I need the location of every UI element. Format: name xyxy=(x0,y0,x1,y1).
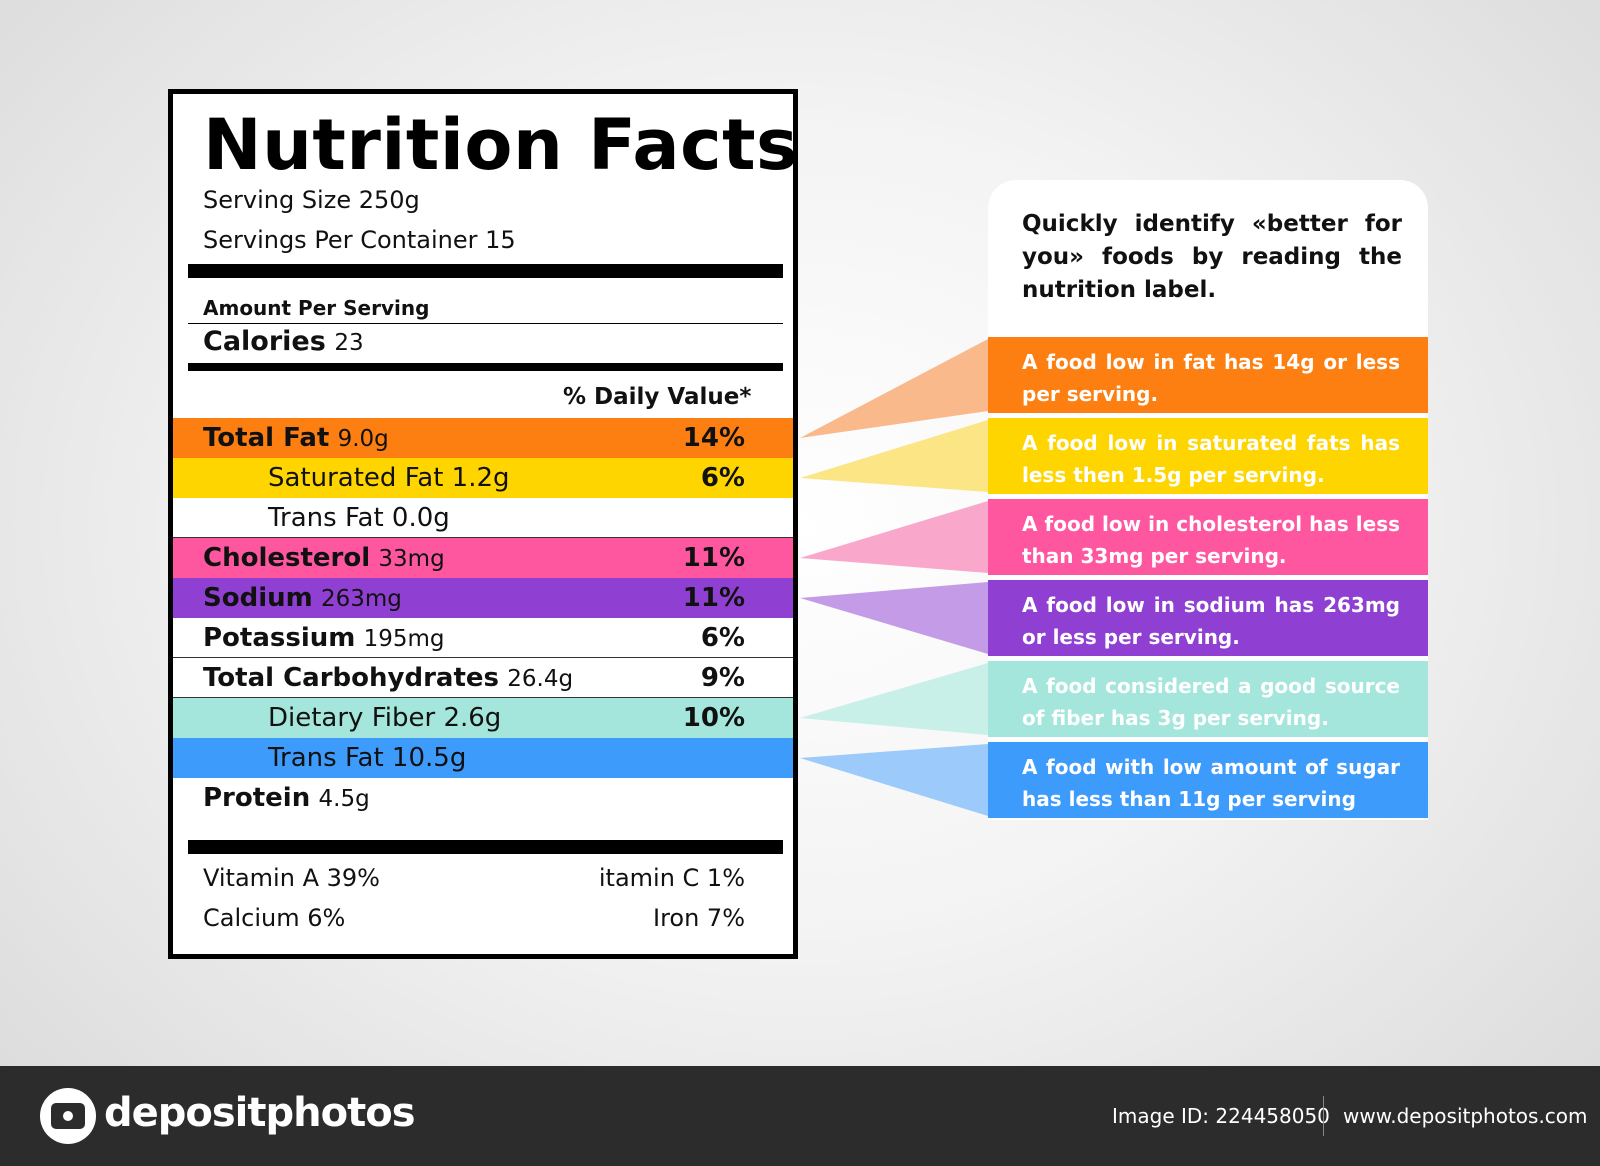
nutrient-daily-value: 9% xyxy=(700,663,745,693)
nutrient-daily-value: 6% xyxy=(700,623,745,653)
connector-wedge xyxy=(800,420,988,492)
nutrient-amount: 4.5g xyxy=(318,786,370,812)
callout-box: A food considered a good source of fiber… xyxy=(988,661,1428,737)
footer-divider xyxy=(1323,1096,1324,1136)
amount-per-serving: Amount Per Serving xyxy=(203,296,430,320)
calcium: Calcium 6% xyxy=(203,904,346,932)
nutrient-daily-value: 6% xyxy=(700,463,745,493)
footer-image-id: Image ID: 224458050 xyxy=(1112,1104,1330,1128)
nutrient-name: Trans Fat 0.0g xyxy=(268,503,450,533)
nutrient-row: Potassium 195mg 6% xyxy=(173,618,793,658)
connector-wedge xyxy=(800,501,988,573)
connector-wedge xyxy=(800,663,988,735)
callout-box: A food with low amount of sugar has less… xyxy=(988,742,1428,818)
calories-line: Calories 23 xyxy=(203,326,364,357)
nutrition-label: Nutrition Facts Serving Size 250g Servin… xyxy=(168,89,798,959)
daily-value-header: % Daily Value* xyxy=(563,384,752,410)
nutrient-row: Trans Fat 10.5g xyxy=(173,738,793,778)
connector-wedge xyxy=(800,744,988,816)
footer-logo: depositphotos xyxy=(104,1090,416,1136)
callout-box: A food low in sodium has 263mg or less p… xyxy=(988,580,1428,656)
nutrient-name: Trans Fat 10.5g xyxy=(268,743,467,773)
connector-wedge xyxy=(800,339,988,438)
nutrient-row: Trans Fat 0.0g xyxy=(173,498,793,538)
nutrient-amount: 195mg xyxy=(363,626,445,652)
nutrient-row: Total Carbohydrates 26.4g 9% xyxy=(173,658,793,698)
nutrient-amount: 33mg xyxy=(378,546,445,572)
nutrient-amount: 26.4g xyxy=(507,666,574,692)
connector-wedge xyxy=(800,582,988,654)
nutrient-daily-value: 10% xyxy=(682,703,745,733)
calories-value: 23 xyxy=(334,330,364,356)
nutrient-name: Cholesterol xyxy=(203,543,371,573)
nutrient-name: Total Fat xyxy=(203,423,330,453)
thick-divider xyxy=(188,264,783,278)
medium-divider xyxy=(188,363,783,371)
callout-box: A food low in fat has 14g or less per se… xyxy=(988,337,1428,413)
nutrient-daily-value: 11% xyxy=(682,543,745,573)
nutrient-name: Saturated Fat 1.2g xyxy=(268,463,510,493)
nutrient-row: Sodium 263mg 11% xyxy=(173,578,793,618)
nutrient-row: Dietary Fiber 2.6g 10% xyxy=(173,698,793,738)
nutrient-row: Saturated Fat 1.2g 6% xyxy=(173,458,793,498)
nutrient-name: Protein xyxy=(203,783,311,813)
nutrient-amount: 263mg xyxy=(320,586,402,612)
nutrient-name: Potassium xyxy=(203,623,356,653)
nutrient-name: Sodium xyxy=(203,583,313,613)
vitamin-a: Vitamin A 39% xyxy=(203,864,380,892)
serving-size: Serving Size 250g xyxy=(203,186,420,214)
label-title: Nutrition Facts xyxy=(203,104,799,186)
camera-icon xyxy=(40,1088,96,1144)
nutrient-row: Protein 4.5g xyxy=(173,778,793,818)
footer-url: www.depositphotos.com xyxy=(1343,1104,1588,1128)
nutrient-name: Total Carbohydrates xyxy=(203,663,499,693)
nutrient-amount: 9.0g xyxy=(337,426,389,452)
nutrient-row: Total Fat 9.0g 14% xyxy=(173,418,793,458)
thick-divider-bottom xyxy=(188,840,783,854)
iron: Iron 7% xyxy=(652,904,745,932)
nutrient-row: Cholesterol 33mg 11% xyxy=(173,538,793,578)
callout-box: A food low in cholesterol has less than … xyxy=(988,499,1428,575)
callout-heading: Quickly identify «better for you» foods … xyxy=(1022,211,1402,303)
footer-bar: depositphotos Image ID: 224458050 www.de… xyxy=(0,1066,1600,1166)
nutrient-daily-value: 11% xyxy=(682,583,745,613)
nutrient-name: Dietary Fiber 2.6g xyxy=(268,703,502,733)
nutrient-daily-value: 14% xyxy=(682,423,745,453)
calories-label: Calories xyxy=(203,326,326,357)
thin-divider xyxy=(188,323,783,324)
servings-per-container: Servings Per Container 15 xyxy=(203,226,516,254)
vitamin-c: itamin C 1% xyxy=(598,864,745,892)
callout-box: A food low in saturated fats has less th… xyxy=(988,418,1428,494)
